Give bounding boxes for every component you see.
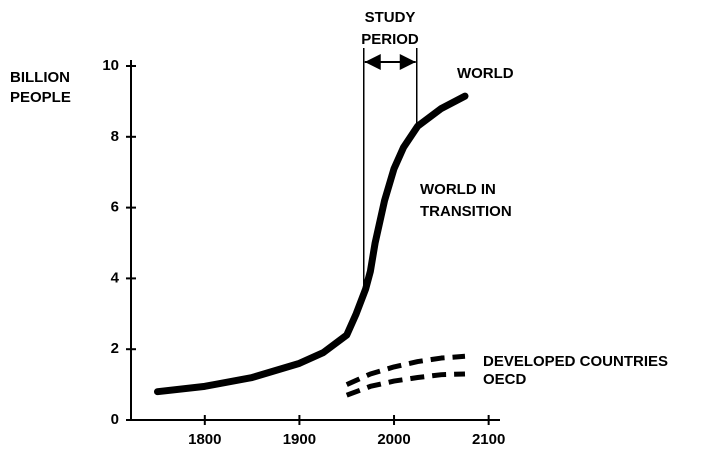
series-line <box>345 353 466 387</box>
y-tick-label: 0 <box>111 411 119 428</box>
x-tick-label: 2000 <box>377 431 410 448</box>
y-tick-label: 10 <box>102 57 119 74</box>
y-tick-label: 8 <box>111 128 119 145</box>
series-label: OECD <box>483 371 527 388</box>
y-tick-label: 6 <box>111 199 119 216</box>
series-label: WORLD <box>457 65 514 82</box>
series-line <box>153 92 469 396</box>
y-axis-label: PEOPLE <box>10 89 71 106</box>
study-period-label: PERIOD <box>361 31 419 48</box>
y-tick-label: 4 <box>111 269 120 286</box>
y-tick-label: 2 <box>111 340 119 357</box>
x-tick-label: 2100 <box>472 431 505 448</box>
annotation: WORLD IN <box>420 181 496 198</box>
series-label: DEVELOPED COUNTRIES <box>483 353 668 370</box>
series-line <box>345 371 466 398</box>
x-tick-label: 1900 <box>283 431 316 448</box>
x-tick-label: 1800 <box>188 431 221 448</box>
annotation: TRANSITION <box>420 203 512 220</box>
study-period-label: STUDY <box>365 9 416 26</box>
y-axis-label: BILLION <box>10 69 70 86</box>
